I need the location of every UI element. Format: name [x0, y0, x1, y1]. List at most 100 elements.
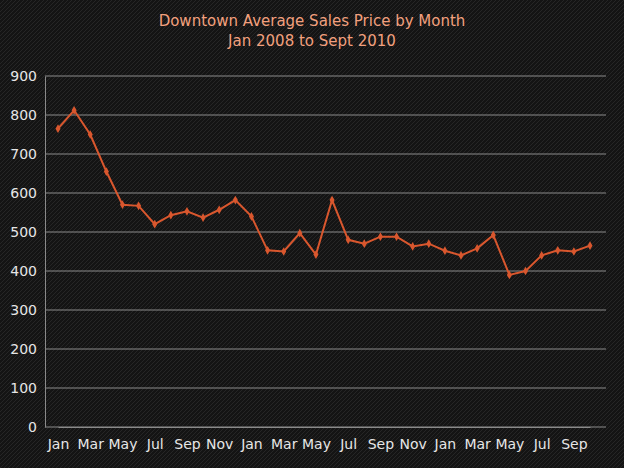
- x-tick-label: Jan: [47, 436, 70, 452]
- x-tick-label: Sep: [174, 436, 201, 452]
- y-tick-label: 500: [10, 224, 37, 240]
- point: [297, 229, 302, 238]
- grid-line: [45, 232, 606, 233]
- point: [378, 232, 383, 241]
- point: [184, 207, 189, 216]
- grid-line: [45, 193, 606, 194]
- x-tick: Jan: [47, 427, 70, 452]
- point: [410, 242, 415, 251]
- point: [426, 239, 431, 248]
- x-tick-label: Jan: [434, 436, 457, 452]
- point: [394, 232, 399, 241]
- grid-line: [45, 427, 606, 428]
- chart: Downtown Average Sales Price by Month Jan…: [0, 0, 624, 468]
- grid-line: [45, 349, 606, 350]
- y-tick-label: 900: [10, 68, 37, 84]
- x-tick: Jan: [240, 427, 263, 452]
- point: [362, 239, 367, 248]
- x-tick-label: Sep: [368, 436, 395, 452]
- background: [0, 0, 624, 468]
- y-tick: 200: [10, 341, 45, 357]
- x-tick: Jan: [434, 427, 457, 452]
- point: [571, 247, 576, 256]
- x-tick: Nov: [400, 427, 427, 452]
- y-tick: 100: [10, 380, 45, 396]
- point: [281, 247, 286, 256]
- point: [346, 235, 351, 244]
- y-tick: 900: [10, 68, 45, 84]
- y-tick: 600: [10, 185, 45, 201]
- point: [507, 271, 512, 280]
- x-tick: Sep: [561, 427, 588, 452]
- point: [459, 251, 464, 260]
- x-tick: May: [302, 427, 331, 452]
- x-tick: Sep: [174, 427, 201, 452]
- x-tick: Jul: [533, 427, 551, 452]
- x-tick: Jul: [146, 427, 164, 452]
- y-tick: 700: [10, 146, 45, 162]
- series-line: [58, 110, 590, 275]
- point: [104, 167, 109, 176]
- point: [523, 267, 528, 276]
- point: [217, 205, 222, 214]
- x-tick-label: May: [302, 436, 331, 452]
- x-tick: Mar: [78, 427, 105, 452]
- point: [152, 220, 157, 229]
- point: [55, 124, 60, 133]
- y-axis-line: [45, 77, 46, 428]
- x-tick-label: Jul: [339, 436, 357, 452]
- y-tick: 500: [10, 224, 45, 240]
- subtitle: Jan 2008 to Sept 2010: [227, 32, 396, 50]
- x-tick-label: Mar: [271, 436, 298, 452]
- x-tick: Mar: [271, 427, 298, 452]
- point: [265, 246, 270, 255]
- x-tick-label: Mar: [78, 436, 105, 452]
- y-tick: 800: [10, 107, 45, 123]
- x-tick: May: [109, 427, 138, 452]
- grid-line: [45, 388, 606, 389]
- point: [313, 250, 318, 259]
- y-tick-label: 0: [28, 419, 37, 435]
- y-tick-label: 200: [10, 341, 37, 357]
- x-tick-label: Nov: [206, 436, 233, 452]
- x-tick-label: May: [109, 436, 138, 452]
- y-tick-label: 700: [10, 146, 37, 162]
- point: [539, 251, 544, 260]
- point: [136, 202, 141, 211]
- point: [330, 196, 335, 205]
- point: [555, 246, 560, 255]
- point: [249, 212, 254, 221]
- x-tick-label: Sep: [561, 436, 588, 452]
- x-tick: Mar: [464, 427, 491, 452]
- point: [475, 244, 480, 253]
- point: [201, 213, 206, 222]
- grid-line: [45, 310, 606, 311]
- x-tick: Sep: [368, 427, 395, 452]
- point: [168, 211, 173, 220]
- x-tick-label: Mar: [464, 436, 491, 452]
- point: [442, 246, 447, 255]
- x-tick: Nov: [206, 427, 233, 452]
- y-axis: 0 100 200 300 400 500 600 700 800 900: [10, 68, 45, 435]
- title: Downtown Average Sales Price by Month: [159, 12, 466, 30]
- x-axis: JanMarMayJulSepNovJanMarMayJulSepNovJanM…: [47, 427, 591, 452]
- y-tick-label: 300: [10, 302, 37, 318]
- x-tick-label: Jul: [533, 436, 551, 452]
- x-axis-line: [59, 427, 591, 428]
- point: [72, 106, 77, 115]
- x-tick: May: [495, 427, 524, 452]
- grid-line: [45, 115, 606, 116]
- x-tick-label: Nov: [400, 436, 427, 452]
- x-tick: Jul: [339, 427, 357, 452]
- y-tick-label: 400: [10, 263, 37, 279]
- x-tick-label: Jul: [146, 436, 164, 452]
- point: [120, 200, 125, 209]
- plot-area: [55, 106, 592, 279]
- point: [233, 196, 238, 205]
- point: [88, 130, 93, 139]
- y-tick-label: 600: [10, 185, 37, 201]
- x-tick-label: Jan: [240, 436, 263, 452]
- grid-line: [45, 76, 606, 77]
- point: [491, 231, 496, 240]
- y-tick: 400: [10, 263, 45, 279]
